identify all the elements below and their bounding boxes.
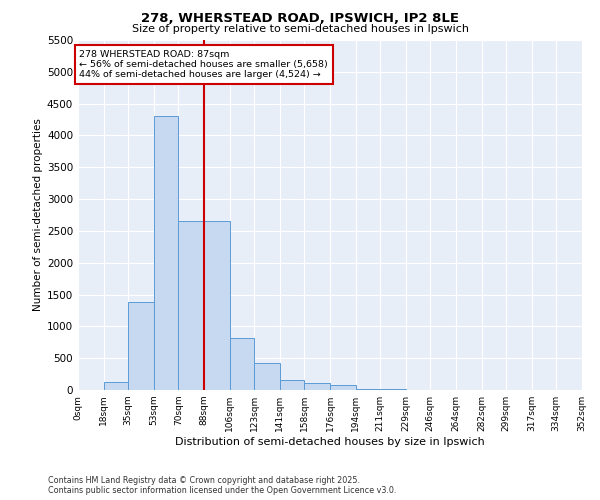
- Bar: [178, 222, 204, 390]
- Bar: [104, 382, 128, 390]
- Bar: [128, 302, 154, 390]
- Text: Size of property relative to semi-detached houses in Ipswich: Size of property relative to semi-detach…: [131, 24, 469, 34]
- Bar: [280, 380, 304, 390]
- Bar: [230, 338, 254, 390]
- Bar: [254, 362, 280, 390]
- Text: 278 WHERSTEAD ROAD: 87sqm
← 56% of semi-detached houses are smaller (5,658)
44% : 278 WHERSTEAD ROAD: 87sqm ← 56% of semi-…: [79, 50, 328, 80]
- Y-axis label: Number of semi-detached properties: Number of semi-detached properties: [33, 118, 43, 312]
- Text: Contains HM Land Registry data © Crown copyright and database right 2025.
Contai: Contains HM Land Registry data © Crown c…: [48, 476, 397, 495]
- Bar: [154, 116, 178, 390]
- Bar: [204, 222, 230, 390]
- Bar: [330, 385, 356, 390]
- X-axis label: Distribution of semi-detached houses by size in Ipswich: Distribution of semi-detached houses by …: [175, 437, 485, 447]
- Bar: [304, 383, 330, 390]
- Text: 278, WHERSTEAD ROAD, IPSWICH, IP2 8LE: 278, WHERSTEAD ROAD, IPSWICH, IP2 8LE: [141, 12, 459, 26]
